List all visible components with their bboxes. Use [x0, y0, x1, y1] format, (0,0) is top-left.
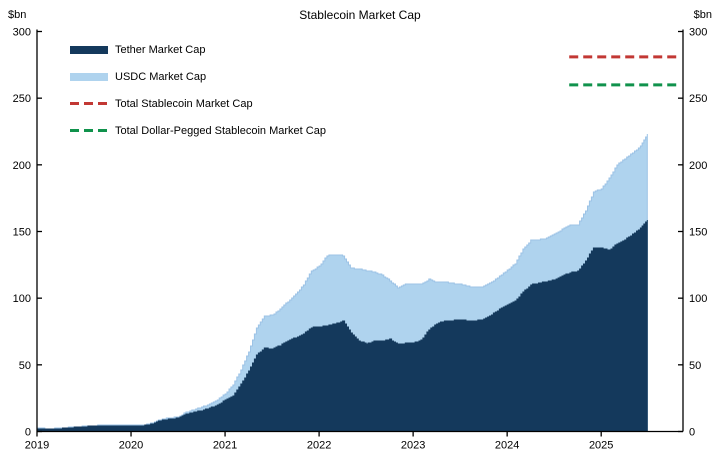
y-tick-label-right: 300 — [689, 27, 707, 39]
y-tick-label-left: 100 — [13, 293, 31, 305]
legend-item-tether: Tether Market Cap — [70, 36, 326, 63]
x-tick-label: 2020 — [119, 440, 143, 452]
total-dollar-pegged-dash-swatch — [70, 129, 108, 132]
legend-item-total-dollar-pegged: Total Dollar-Pegged Stablecoin Market Ca… — [70, 117, 326, 144]
y-tick-label-right: 100 — [689, 293, 707, 305]
chart-title: Stablecoin Market Cap — [299, 8, 421, 22]
tether-area — [36, 220, 648, 432]
legend-label: Tether Market Cap — [115, 43, 206, 56]
x-tick-label: 2019 — [25, 440, 49, 452]
legend-item-total-stablecoin: Total Stablecoin Market Cap — [70, 90, 326, 117]
tether-swatch — [70, 45, 108, 54]
x-tick-label: 2025 — [589, 440, 613, 452]
legend-label: Total Dollar-Pegged Stablecoin Market Ca… — [115, 124, 326, 137]
y-tick-label-left: 200 — [13, 160, 31, 172]
y-tick-label-left: 250 — [13, 93, 31, 105]
chart-legend: Tether Market Cap USDC Market Cap Total … — [70, 36, 326, 144]
y-tick-label-left: 0 — [25, 427, 31, 439]
y-tick-label-right: 250 — [689, 93, 707, 105]
total-stablecoin-dash-swatch — [70, 102, 108, 105]
x-tick-label: 2023 — [401, 440, 425, 452]
x-tick-label: 2021 — [213, 440, 237, 452]
x-tick-label: 2024 — [495, 440, 519, 452]
area-series-group — [36, 134, 648, 432]
y-tick-label-right: 0 — [689, 427, 695, 439]
y-tick-label-right: 150 — [689, 227, 707, 239]
y-tick-label-right: 200 — [689, 160, 707, 172]
x-tick-label: 2022 — [307, 440, 331, 452]
y-tick-label-right: 50 — [689, 360, 701, 372]
legend-item-usdc: USDC Market Cap — [70, 63, 326, 90]
legend-label: USDC Market Cap — [115, 70, 207, 83]
y-tick-label-left: 300 — [13, 27, 31, 39]
y-tick-label-left: 50 — [19, 360, 31, 372]
reference-lines-group — [569, 55, 678, 87]
y-axis-unit-left: $bn — [8, 9, 26, 21]
y-tick-label-left: 150 — [13, 227, 31, 239]
legend-label: Total Stablecoin Market Cap — [115, 97, 253, 110]
axes-group: 0 0 50 50 100 100 150 150 200 200 250 250 300 300 2019… — [13, 27, 708, 452]
y-axis-unit-right: $bn — [694, 9, 712, 21]
usdc-swatch — [70, 72, 108, 81]
